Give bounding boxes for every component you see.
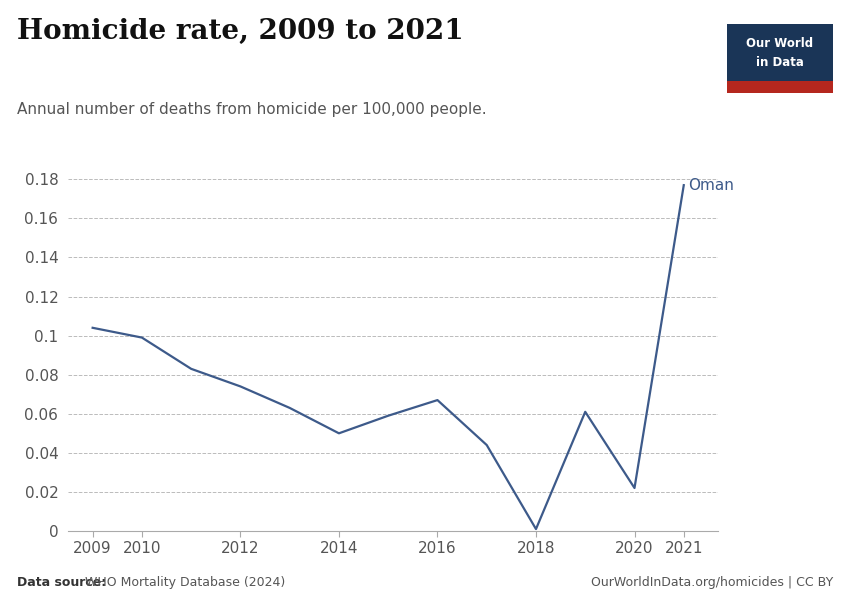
Text: Our World: Our World [746, 37, 813, 50]
Text: WHO Mortality Database (2024): WHO Mortality Database (2024) [81, 576, 285, 589]
Text: Oman: Oman [688, 178, 734, 193]
Text: Data source:: Data source: [17, 576, 106, 589]
Text: OurWorldInData.org/homicides | CC BY: OurWorldInData.org/homicides | CC BY [591, 576, 833, 589]
Text: in Data: in Data [756, 56, 804, 69]
Text: Annual number of deaths from homicide per 100,000 people.: Annual number of deaths from homicide pe… [17, 102, 486, 117]
Text: Homicide rate, 2009 to 2021: Homicide rate, 2009 to 2021 [17, 18, 463, 45]
